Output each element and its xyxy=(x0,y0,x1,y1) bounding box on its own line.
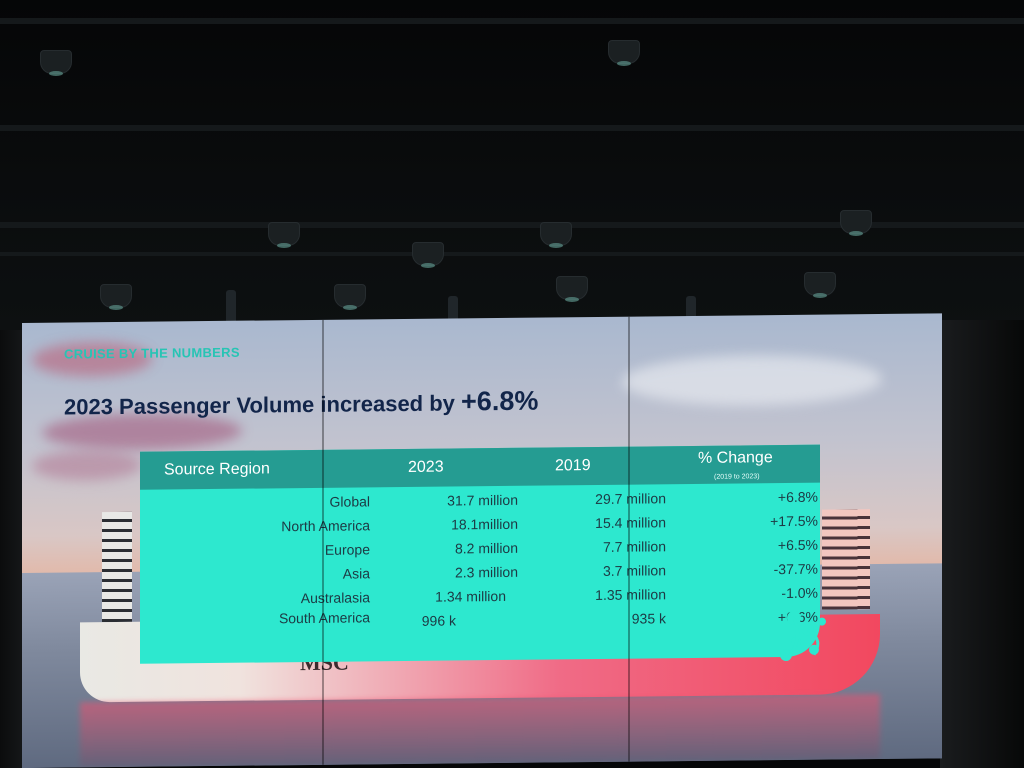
stage-light-icon xyxy=(540,222,572,248)
table-cell-change: +6.8% xyxy=(777,488,818,506)
hanging-light xyxy=(448,296,458,330)
table-cell-2019: 3.7 million xyxy=(602,562,666,579)
cloud xyxy=(622,353,882,407)
headline-text: 2023 Passenger Volume increased by xyxy=(64,390,462,420)
hanging-light xyxy=(686,296,696,330)
table-cell-region: Europe xyxy=(324,541,370,558)
header-change-subtitle: (2019 to 2023) xyxy=(714,473,760,481)
table-cell-change: +17.5% xyxy=(770,512,818,530)
table-header-row: Source Region 2023 2019 % Change (2019 t… xyxy=(140,444,820,490)
table-cell-change: -37.7% xyxy=(773,560,818,578)
header-2019: 2019 xyxy=(555,457,591,475)
table-cell-2023: 2.3 million xyxy=(454,563,518,581)
ceiling-truss xyxy=(0,125,1024,131)
right-wall xyxy=(940,320,1024,768)
table-cell-2019: 15.4 million xyxy=(595,514,666,531)
ship-superstructure xyxy=(102,511,132,623)
stage-light-icon xyxy=(412,242,444,268)
stage-light-icon xyxy=(100,284,132,310)
ceiling-truss xyxy=(0,252,1024,256)
stage-light-icon xyxy=(608,40,640,66)
table-cell-2023: 8.2 million xyxy=(454,539,518,557)
header-2023: 2023 xyxy=(408,458,444,476)
ceiling-truss xyxy=(0,222,1024,228)
table-cell-region: Asia xyxy=(342,565,370,582)
header-percent-change: % Change xyxy=(698,449,773,467)
table-cell-change: +6.5% xyxy=(777,536,818,554)
screen-panel-seam xyxy=(322,319,324,765)
stage-light-icon xyxy=(40,50,72,76)
hanging-light xyxy=(226,290,236,324)
projection-screen: MSC CRUISE BY THE NUMBERS 2023 Passenger… xyxy=(22,313,942,768)
venue-ceiling xyxy=(0,0,1024,330)
table-cell-region: Australasia xyxy=(300,589,370,607)
table-cell-2019: 29.7 million xyxy=(595,490,666,507)
stage-light-icon xyxy=(840,210,872,236)
stage-light-icon xyxy=(556,276,588,302)
table-cell-2023: 996 k xyxy=(421,612,456,629)
header-source-region: Source Region xyxy=(164,460,270,479)
cloud xyxy=(32,449,142,481)
table-cell-2019: 1.35 million xyxy=(595,586,666,603)
table-cell-2023: 1.34 million xyxy=(435,587,506,605)
floral-ornament-icon xyxy=(780,610,826,661)
table-cell-region: South America xyxy=(278,609,370,627)
table-cell-2023: 31.7 million xyxy=(447,491,518,509)
table-cell-region: Global xyxy=(329,493,370,510)
table-cell-2019: 935 k xyxy=(631,610,666,627)
ship-reflection xyxy=(80,694,880,768)
table-cell-region: North America xyxy=(281,517,370,535)
ceiling-truss xyxy=(0,18,1024,24)
table-cell-2023: 18.1million xyxy=(451,515,518,533)
headline-value: +6.8% xyxy=(461,385,539,417)
passenger-volume-table: Source Region 2023 2019 % Change (2019 t… xyxy=(140,444,820,664)
stage-light-icon xyxy=(804,272,836,298)
table-cell-2019: 7.7 million xyxy=(602,538,666,555)
screen-panel-seam xyxy=(628,316,630,762)
slide-kicker: CRUISE BY THE NUMBERS xyxy=(64,344,240,362)
ship-superstructure xyxy=(822,509,870,610)
stage-light-icon xyxy=(334,284,366,310)
slide-headline: 2023 Passenger Volume increased by +6.8% xyxy=(64,386,538,422)
stage-light-icon xyxy=(268,222,300,248)
